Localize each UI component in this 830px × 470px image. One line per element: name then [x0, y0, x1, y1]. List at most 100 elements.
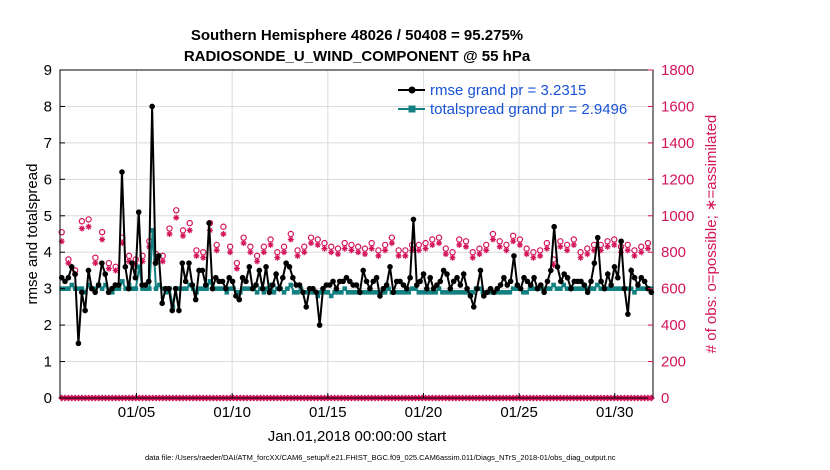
obs-assimilated-point	[287, 236, 294, 243]
totalspread-point	[163, 290, 169, 295]
legend-rmse-label: rmse grand pr = 3.2315	[430, 82, 586, 99]
totalspread-point	[157, 282, 162, 288]
totalspread-point	[123, 286, 129, 291]
totalspread-point	[574, 286, 580, 291]
rmse-point	[420, 271, 427, 277]
obs-assimilated-point	[254, 258, 261, 265]
rmse-point	[584, 289, 591, 296]
totalspread-point	[416, 290, 422, 295]
totalspread-point	[531, 286, 536, 291]
obs-assimilated-point	[415, 247, 422, 254]
totalspread-point	[642, 286, 647, 291]
rmse-point	[407, 274, 413, 281]
totalspread-point	[443, 290, 449, 295]
rmse-point	[611, 264, 618, 270]
obs-assimilated-point	[644, 245, 651, 252]
totalspread-point	[66, 286, 71, 291]
totalspread-point	[426, 290, 432, 295]
obs-possible-point	[92, 254, 99, 261]
totalspread-point	[200, 286, 206, 291]
rmse-point	[507, 278, 514, 285]
rmse-point	[645, 285, 651, 292]
rmse-point	[119, 169, 125, 175]
totalspread-point	[365, 290, 371, 295]
obs-possible-point	[462, 238, 470, 245]
obs-possible-point	[624, 241, 631, 249]
obs-assimilated-point	[422, 245, 429, 252]
rmse-point	[333, 285, 340, 292]
rmse-point	[440, 267, 447, 274]
totalspread-point	[140, 286, 145, 291]
obs-assimilated-point	[233, 265, 240, 272]
totalspread-point	[322, 290, 327, 295]
totalspread-point	[430, 290, 435, 295]
obs-possible-point	[220, 223, 227, 230]
totalspread-point	[339, 290, 344, 295]
rmse-point	[246, 264, 253, 270]
obs-assimilated-point	[65, 260, 72, 267]
rmse-point	[554, 264, 561, 270]
obs-possible-point	[58, 228, 65, 236]
obs-possible-point	[516, 236, 524, 243]
rmse-point	[256, 267, 263, 274]
rmse-point	[403, 285, 410, 292]
obs-assimilated-point	[496, 243, 503, 250]
rmse-point	[517, 285, 524, 292]
obs-assimilated-point	[126, 258, 133, 265]
totalspread-point	[409, 286, 415, 291]
grid-lines	[60, 70, 653, 398]
rmse-point	[316, 322, 323, 328]
totalspread-point	[440, 290, 445, 295]
rmse-point	[457, 282, 464, 288]
obs-possible-point	[314, 236, 321, 243]
rmse-point	[464, 285, 470, 292]
obs-possible-point	[240, 234, 247, 241]
rmse-point	[444, 271, 450, 277]
totalspread-point	[261, 290, 267, 295]
obs-assimilated-point	[179, 232, 186, 239]
totalspread-point	[446, 290, 452, 295]
obs-possible-point	[85, 216, 92, 223]
totalspread-point	[558, 286, 563, 291]
obs-assimilated-point	[355, 249, 362, 256]
rmse-point	[125, 285, 132, 292]
y-tick-label-right: 400	[661, 317, 686, 334]
obs-assimilated-point	[611, 241, 618, 248]
rmse-point	[437, 278, 444, 285]
totalspread-point	[362, 290, 368, 295]
rmse-point	[521, 274, 527, 281]
rmse-point	[377, 293, 383, 299]
totalspread-point	[605, 286, 610, 291]
obs-assimilated-point	[489, 236, 496, 243]
totalspread-point	[497, 290, 502, 295]
rmse-series-group	[58, 103, 655, 347]
obs-assimilated-point	[638, 249, 645, 256]
obs-assimilated-point	[584, 251, 591, 258]
obs-possible-point	[415, 241, 423, 249]
obs-assimilated-point	[436, 240, 443, 247]
rmse-point	[357, 289, 363, 296]
totalspread-point	[143, 286, 149, 291]
obs-possible-point	[301, 243, 308, 250]
rmse-point	[534, 285, 541, 292]
x-axis-label: Jan.01,2018 00:00:00 start	[268, 428, 447, 445]
totalspread-point	[514, 286, 519, 291]
obs-possible-point	[476, 245, 483, 252]
y-tick-label-left: 4	[44, 244, 52, 261]
rmse-point	[491, 289, 497, 296]
obs-possible-point	[98, 228, 106, 236]
rmse-point	[313, 289, 320, 296]
y-tick-label-left: 6	[44, 171, 52, 188]
obs-assimilated-point	[85, 223, 92, 230]
obs-possible-point	[388, 234, 396, 241]
totalspread-point	[291, 290, 297, 295]
obs-assimilated-point	[267, 241, 274, 248]
rmse-point	[618, 238, 624, 245]
totalspread-point	[463, 290, 469, 295]
obs-assimilated-point	[456, 241, 463, 248]
rmse-point	[427, 274, 434, 281]
rmse-point	[367, 285, 373, 292]
obs-assimilated-point	[463, 243, 470, 250]
totalspread-point	[342, 286, 348, 291]
